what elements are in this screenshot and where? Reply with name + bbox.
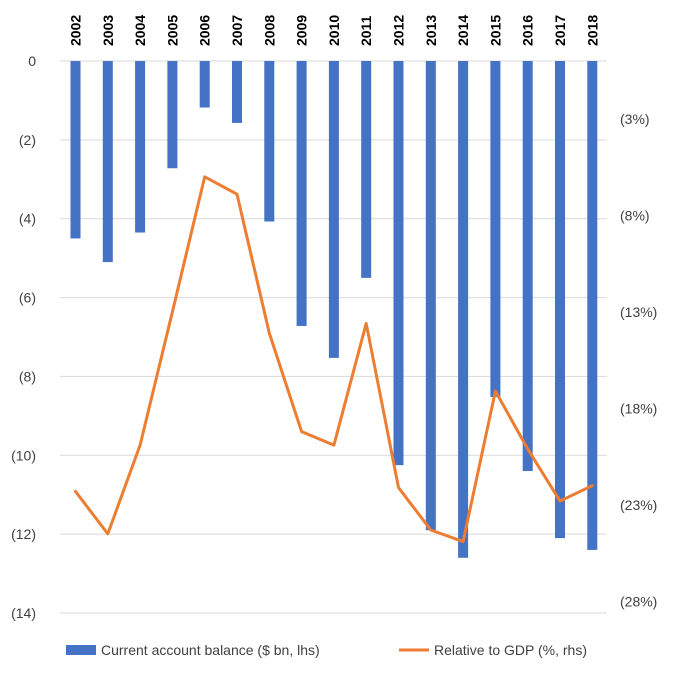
category-label: 2011	[358, 15, 374, 46]
bar	[490, 61, 501, 397]
category-label: 2005	[164, 15, 180, 46]
bar	[70, 61, 81, 239]
category-label: 2018	[584, 15, 600, 46]
category-label: 2009	[294, 15, 310, 46]
bar	[264, 61, 275, 222]
bar	[393, 61, 404, 466]
category-label: 2012	[391, 15, 407, 46]
category-label: 2010	[326, 15, 342, 46]
bar	[587, 61, 598, 550]
bar	[167, 61, 178, 169]
bar	[102, 61, 113, 263]
left-tick-label: (6)	[19, 290, 36, 306]
right-tick-label: (13%)	[620, 304, 657, 320]
left-tick-label: (8)	[19, 368, 36, 384]
bar	[232, 61, 242, 123]
left-tick-label: (12)	[11, 526, 36, 542]
right-tick-label: (23%)	[620, 497, 657, 513]
category-labels: 2002 2003 2004 2005 2006 2007 2008 2009 2010 2011…	[68, 15, 601, 46]
category-label: 2004	[132, 15, 148, 46]
bar	[555, 61, 565, 539]
category-label: 2016	[520, 15, 536, 46]
right-tick-label: (18%)	[620, 400, 657, 416]
left-axis-ticks: 0 (2) (4) (6) (8) (10) (12) (14)	[11, 53, 36, 621]
right-tick-label: (3%)	[620, 111, 650, 127]
line-series	[74, 175, 594, 544]
bar	[425, 61, 436, 531]
left-tick-label: (2)	[19, 132, 36, 148]
right-axis-ticks: (3%) (8%) (13%) (18%) (23%) (28%)	[620, 111, 657, 610]
bar	[458, 61, 469, 558]
right-tick-label: (8%)	[620, 207, 650, 223]
left-tick-label: (10)	[11, 447, 36, 463]
category-label: 2008	[261, 15, 277, 46]
category-label: 2006	[197, 15, 213, 46]
right-tick-label: (28%)	[620, 593, 657, 609]
category-label: 2015	[487, 15, 503, 46]
category-label: 2017	[552, 15, 568, 46]
left-tick-label: 0	[28, 53, 36, 69]
bar	[361, 61, 372, 278]
bar	[328, 61, 339, 358]
category-label: 2003	[100, 15, 116, 46]
bar	[135, 61, 146, 233]
legend-bar-label: Current account balance ($ bn, lhs)	[101, 642, 320, 658]
category-label: 2007	[229, 15, 245, 46]
legend-line-label: Relative to GDP (%, rhs)	[434, 642, 587, 658]
legend-bar-swatch	[66, 645, 96, 655]
bar	[296, 61, 307, 326]
legend: Current account balance ($ bn, lhs) Rela…	[66, 642, 587, 658]
category-label: 2002	[68, 15, 84, 46]
bar	[199, 61, 210, 108]
left-tick-label: (4)	[19, 211, 36, 227]
bar-series	[70, 61, 598, 558]
bar	[522, 61, 533, 472]
category-label: 2013	[423, 15, 439, 46]
left-tick-label: (14)	[11, 605, 36, 621]
category-label: 2014	[455, 15, 471, 46]
